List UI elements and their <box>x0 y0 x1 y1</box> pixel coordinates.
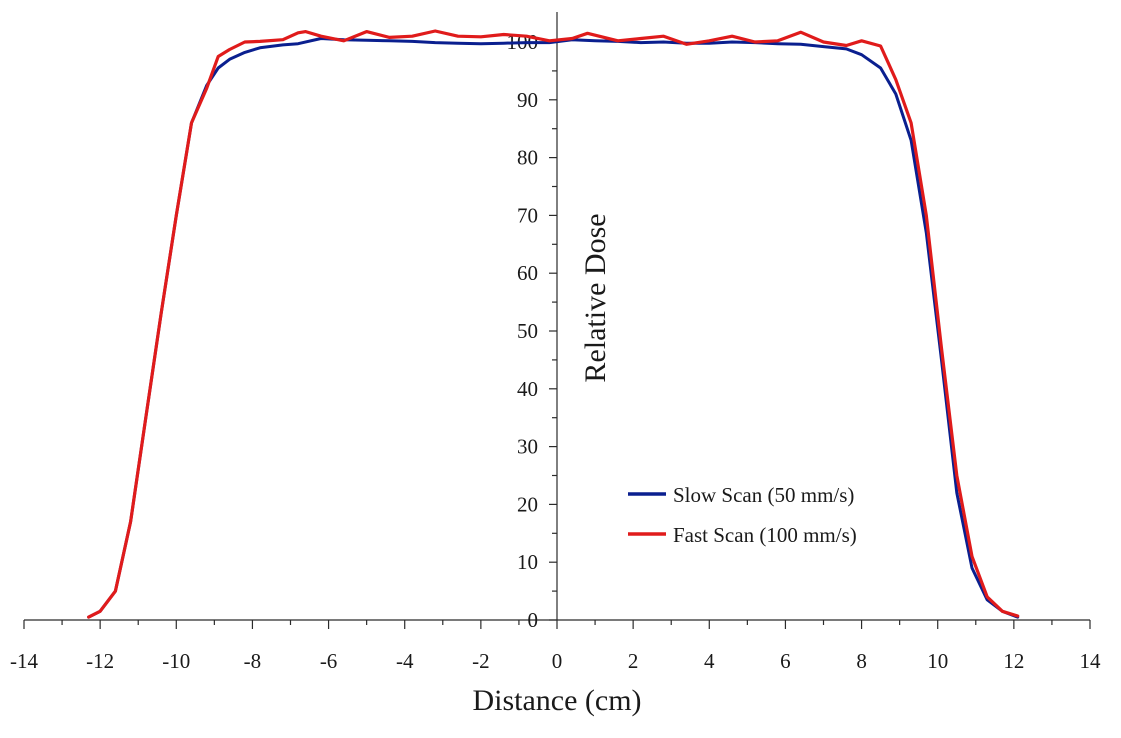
legend-label-fast-scan: Fast Scan (100 mm/s) <box>673 523 857 547</box>
x-tick-label: 2 <box>628 649 639 673</box>
x-tick-label: -14 <box>10 649 38 673</box>
series-layer <box>87 29 1020 619</box>
y-tick-label: 90 <box>517 88 538 112</box>
y-tick-label: 10 <box>517 550 538 574</box>
x-tick-label: -2 <box>472 649 490 673</box>
x-tick-label: -6 <box>320 649 338 673</box>
x-tick-label: -10 <box>162 649 190 673</box>
legend: Slow Scan (50 mm/s) Fast Scan (100 mm/s) <box>628 483 857 547</box>
x-tick-label: 0 <box>552 649 563 673</box>
y-tick-label: 30 <box>517 435 538 459</box>
series-line-slow-scan <box>87 37 1020 619</box>
x-tick-label: 12 <box>1003 649 1024 673</box>
y-tick-label: 60 <box>517 261 538 285</box>
x-tick-label: -4 <box>396 649 414 673</box>
legend-label-slow-scan: Slow Scan (50 mm/s) <box>673 483 854 507</box>
x-axis-title: Distance (cm) <box>472 684 641 717</box>
series-line-fast-scan <box>87 29 1020 619</box>
x-tick-label: 8 <box>856 649 867 673</box>
y-tick-label: 80 <box>517 146 538 170</box>
y-tick-label: 40 <box>517 377 538 401</box>
y-tick-label: 50 <box>517 319 538 343</box>
x-tick-label: 6 <box>780 649 791 673</box>
y-axis-title: Relative Dose <box>579 213 612 382</box>
x-tick-label: -8 <box>244 649 262 673</box>
y-tick-label: 0 <box>528 608 539 632</box>
x-tick-label: -12 <box>86 649 114 673</box>
y-tick-label: 20 <box>517 492 538 516</box>
x-tick-label: 14 <box>1080 649 1102 673</box>
x-tick-label: 10 <box>927 649 948 673</box>
x-axis: -14 -12 -10 -8 -6 -4 -2 0 2 4 6 8 10 12 14 <box>10 619 1102 673</box>
x-tick-label: 4 <box>704 649 715 673</box>
y-tick-label: 70 <box>517 203 538 227</box>
